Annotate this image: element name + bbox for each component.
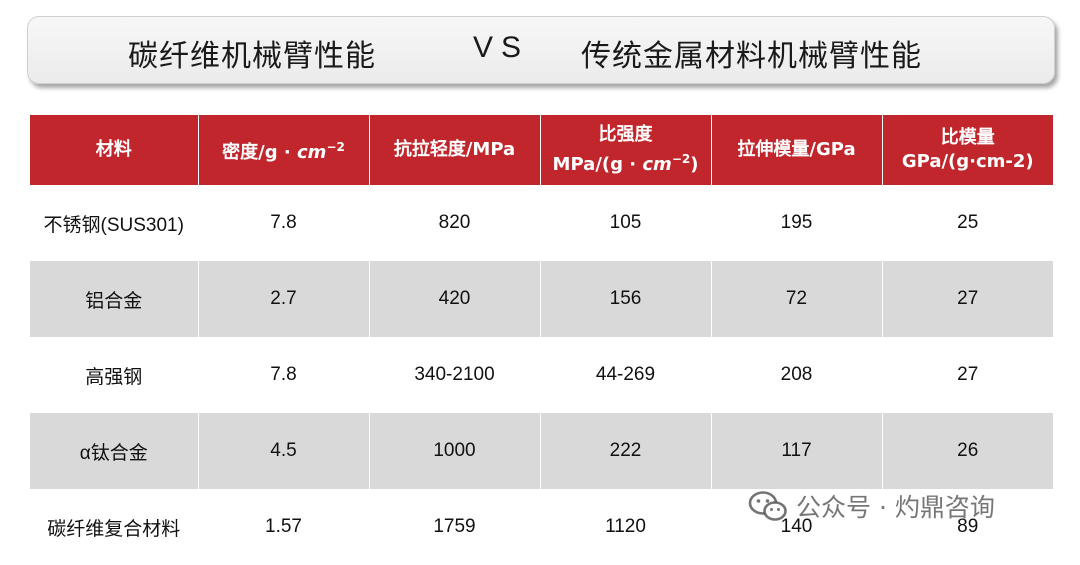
cell-tensile-modulus: 195 bbox=[711, 185, 883, 261]
watermark: 公众号 · 灼鼎咨询 bbox=[748, 488, 995, 524]
cell-material: 碳纤维复合材料 bbox=[30, 489, 199, 565]
header-row: 材料 密度/g · cm−2 抗拉轻度/MPa 比强度 MPa/(g · cm−2… bbox=[30, 115, 1053, 185]
cell-material: α钛合金 bbox=[30, 413, 199, 489]
cell-tensile-strength: 420 bbox=[369, 261, 541, 337]
header-specific-modulus: 比模量 GPa/(g·cm-2) bbox=[882, 115, 1053, 185]
cell-specific-strength: 44-269 bbox=[540, 337, 712, 413]
comparison-table: 材料 密度/g · cm−2 抗拉轻度/MPa 比强度 MPa/(g · cm−2… bbox=[30, 115, 1053, 565]
cell-specific-strength: 1120 bbox=[540, 489, 712, 565]
cell-material: 铝合金 bbox=[30, 261, 199, 337]
title-vs: VS bbox=[473, 31, 530, 64]
cell-tensile-strength: 820 bbox=[369, 185, 541, 261]
cell-specific-modulus: 25 bbox=[882, 185, 1053, 261]
cell-tensile-modulus: 208 bbox=[711, 337, 883, 413]
cell-specific-modulus: 27 bbox=[882, 337, 1053, 413]
header-tensile-modulus: 拉伸模量/GPa bbox=[711, 115, 883, 185]
cell-tensile-strength: 1759 bbox=[369, 489, 541, 565]
cell-tensile-modulus: 117 bbox=[711, 413, 883, 489]
cell-density: 2.7 bbox=[198, 261, 370, 337]
cell-density: 7.8 bbox=[198, 185, 370, 261]
cell-density: 4.5 bbox=[198, 413, 370, 489]
title-banner: 碳纤维机械臂性能 VS 传统金属材料机械臂性能 bbox=[27, 16, 1055, 84]
header-density: 密度/g · cm−2 bbox=[198, 115, 370, 185]
cell-tensile-strength: 1000 bbox=[369, 413, 541, 489]
table-row: 铝合金 2.7 420 156 72 27 bbox=[30, 261, 1053, 337]
header-tensile-strength: 抗拉轻度/MPa bbox=[369, 115, 541, 185]
table-row: 不锈钢(SUS301) 7.8 820 105 195 25 bbox=[30, 185, 1053, 261]
wechat-icon bbox=[748, 491, 787, 521]
title-left: 碳纤维机械臂性能 bbox=[128, 39, 376, 74]
table-row: 高强钢 7.8 340-2100 44-269 208 27 bbox=[30, 337, 1053, 413]
cell-tensile-modulus: 72 bbox=[711, 261, 883, 337]
cell-specific-strength: 222 bbox=[540, 413, 712, 489]
cell-material: 不锈钢(SUS301) bbox=[30, 185, 199, 261]
cell-material: 高强钢 bbox=[30, 337, 199, 413]
cell-specific-modulus: 27 bbox=[882, 261, 1053, 337]
cell-density: 1.57 bbox=[198, 489, 370, 565]
cell-specific-modulus: 26 bbox=[882, 413, 1053, 489]
cell-tensile-strength: 340-2100 bbox=[369, 337, 541, 413]
table-row: α钛合金 4.5 1000 222 117 26 bbox=[30, 413, 1053, 489]
cell-density: 7.8 bbox=[198, 337, 370, 413]
cell-specific-strength: 105 bbox=[540, 185, 712, 261]
title-right: 传统金属材料机械臂性能 bbox=[581, 39, 922, 74]
watermark-text: 公众号 · 灼鼎咨询 bbox=[796, 493, 995, 522]
cell-specific-strength: 156 bbox=[540, 261, 712, 337]
header-material: 材料 bbox=[30, 115, 199, 185]
header-specific-strength: 比强度 MPa/(g · cm−2) bbox=[540, 115, 712, 185]
